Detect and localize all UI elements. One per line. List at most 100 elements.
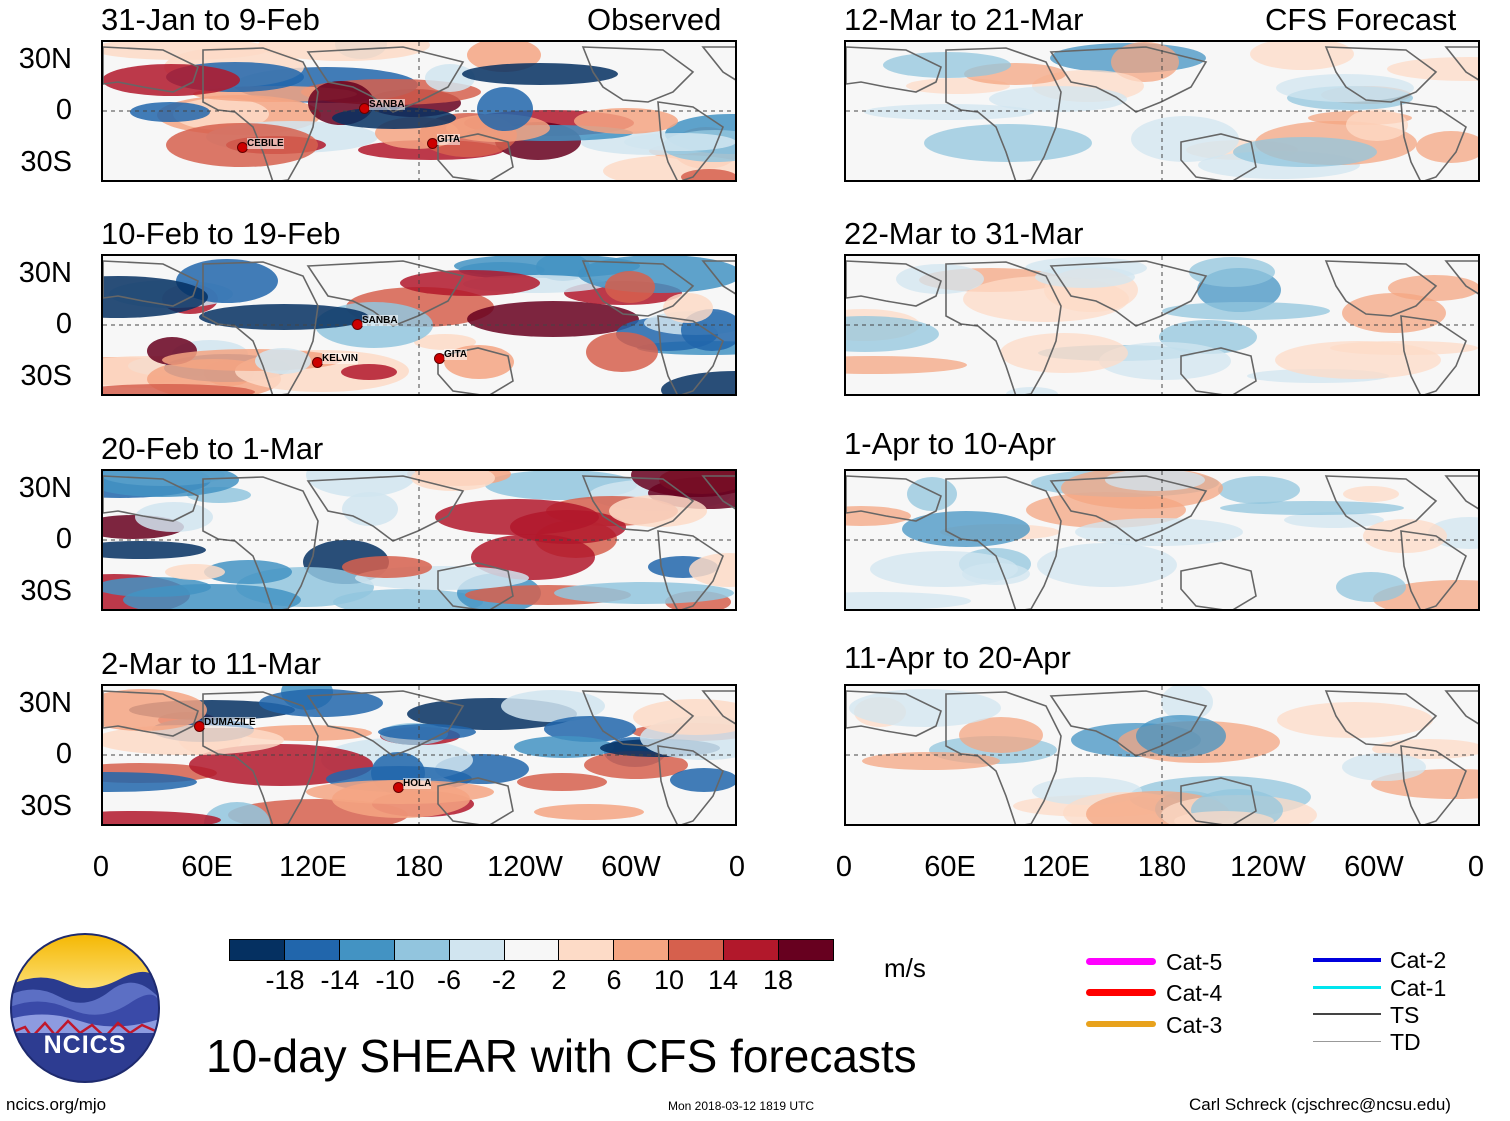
y-tick-label: 30N [18, 687, 72, 719]
coastline [1324, 690, 1438, 747]
shear-map [846, 686, 1478, 824]
shear-map [103, 42, 735, 180]
x-tick-label: 60W [601, 851, 661, 883]
colorbar-label: -10 [375, 965, 415, 995]
coastline [1400, 315, 1467, 394]
observed-map-panel: CEBILE SANBA GITA [101, 40, 737, 182]
logo-text: NCICS [43, 1031, 127, 1059]
x-tick-label: 60W [1344, 851, 1404, 883]
legend-line-cat3 [1086, 1021, 1156, 1027]
shear-anomaly-blob [544, 716, 636, 742]
website-link[interactable]: ncics.org/mjo [6, 1095, 107, 1114]
shear-anomaly-blob [586, 332, 658, 372]
y-tick-label: 0 [55, 523, 72, 555]
coastline [846, 46, 942, 93]
legend-label: Cat-3 [1166, 1012, 1223, 1038]
shear-anomaly-blob [1131, 116, 1239, 162]
shear-anomaly-blob [907, 477, 957, 511]
coastline [306, 260, 465, 327]
shear-anomaly-blob [896, 264, 984, 294]
shear-anomaly-blob [103, 689, 207, 731]
shear-anomaly-blob [959, 717, 1043, 753]
shear-anomaly-blob [411, 471, 495, 491]
panel-title: 31-Jan to 9-Feb [101, 2, 320, 37]
shear-anomaly-blob [663, 293, 713, 323]
shear-anomaly-blob [924, 124, 1092, 162]
shear-anomaly-blob [1277, 702, 1433, 738]
legend-line-cat5 [1086, 958, 1156, 965]
shear-anomaly-blob [514, 736, 614, 758]
shear-anomaly-blob [103, 541, 206, 559]
y-tick-label: 0 [55, 94, 72, 126]
shear-anomaly-blob [255, 348, 311, 374]
coastline [657, 101, 724, 180]
shear-anomaly-blob [624, 133, 735, 151]
legend-label: Cat-5 [1166, 949, 1223, 975]
shear-anomaly-blob [846, 592, 971, 609]
shear-anomaly-blob [1162, 302, 1330, 320]
shear-anomaly-blob [1276, 74, 1414, 102]
coastline [1324, 475, 1438, 532]
forecast-map-panel [844, 254, 1480, 396]
coastline [701, 475, 735, 510]
shear-anomaly-blob [258, 42, 430, 61]
shear-anomaly-blob [1233, 137, 1377, 167]
colorbar-swatch [448, 939, 505, 961]
credit: Carl Schreck (cjschrec@ncsu.edu) [1189, 1095, 1451, 1114]
shear-anomaly-blob [864, 104, 1034, 120]
x-tick-label: 0 [728, 851, 746, 883]
coastline [437, 133, 514, 180]
y-tick-label: 30S [20, 575, 72, 607]
x-tick-label: 180 [1137, 851, 1187, 883]
shear-anomaly-blob [1035, 266, 1135, 288]
observed-label: Observed [587, 2, 722, 37]
coastline [945, 691, 1062, 824]
shear-anomaly-blob [631, 471, 735, 497]
forecast-label: CFS Forecast [1265, 2, 1457, 37]
shear-anomaly-blob [342, 492, 398, 526]
shear-anomaly-blob [165, 564, 225, 580]
x-tick-label: 0 [92, 851, 110, 883]
shear-anomaly-blob [536, 256, 590, 281]
coastline [846, 690, 942, 737]
shear-anomaly-blob [870, 551, 1018, 587]
storm-label: GITA [444, 349, 468, 360]
legend-label: Cat-2 [1390, 947, 1447, 973]
shear-anomaly-blob [633, 699, 735, 735]
storm-label: SANBA [362, 315, 398, 326]
coastline [1049, 260, 1208, 327]
coastline [846, 260, 942, 307]
colorbar-label: -18 [265, 965, 305, 995]
colorbar-swatch [778, 939, 834, 961]
storm-label: GITA [437, 134, 461, 145]
x-tick-label: 120E [1022, 851, 1090, 883]
shear-anomaly-blob [1000, 333, 1128, 373]
coastline [945, 261, 1062, 394]
coastline [1049, 46, 1208, 113]
shear-anomaly-blob [130, 102, 210, 122]
coastline [437, 777, 514, 824]
shear-anomaly-blob [414, 334, 476, 350]
coastline [945, 47, 1062, 180]
shear-anomaly-blob [501, 690, 605, 722]
shear-map [103, 256, 735, 394]
shear-anomaly-blob [1037, 543, 1177, 587]
coastline [1180, 777, 1257, 824]
coastline [1400, 530, 1467, 609]
shear-map [846, 256, 1478, 394]
shear-anomaly-blob [989, 86, 1127, 112]
shear-anomaly-blob [1006, 387, 1058, 394]
shear-anomaly-blob [1416, 131, 1478, 163]
x-tick-label: 60E [924, 851, 976, 883]
shear-map [103, 471, 735, 609]
x-tick-label: 0 [835, 851, 853, 883]
shear-anomaly-blob [1363, 519, 1447, 553]
shear-anomaly-blob [341, 364, 397, 380]
coastline [437, 347, 514, 394]
colorbar-label: 2 [551, 965, 567, 995]
coastline [1400, 101, 1467, 180]
shear-anomaly-blob [103, 64, 240, 96]
legend-line-td [1313, 1041, 1381, 1042]
panel-title: 20-Feb to 1-Mar [101, 431, 324, 466]
shear-anomaly-blob [477, 87, 533, 131]
